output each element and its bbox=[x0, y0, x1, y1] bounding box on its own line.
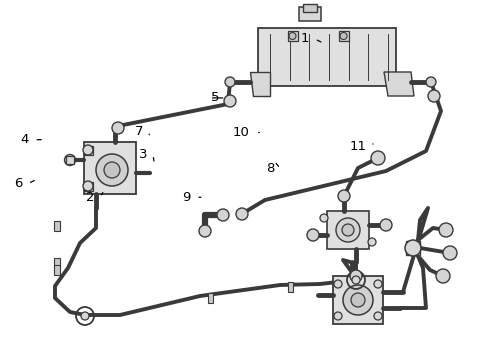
Circle shape bbox=[443, 246, 457, 260]
Circle shape bbox=[428, 90, 440, 102]
Text: 5: 5 bbox=[211, 91, 220, 104]
Bar bbox=[327, 211, 369, 249]
Text: 3: 3 bbox=[139, 148, 147, 161]
Circle shape bbox=[289, 32, 296, 40]
Text: 4: 4 bbox=[20, 133, 28, 146]
Circle shape bbox=[307, 229, 319, 241]
Circle shape bbox=[405, 240, 421, 256]
Bar bbox=[333, 276, 383, 324]
Text: 6: 6 bbox=[14, 177, 22, 190]
Circle shape bbox=[368, 238, 376, 246]
Bar bbox=[66, 156, 74, 164]
Circle shape bbox=[334, 280, 342, 288]
Text: 2: 2 bbox=[86, 191, 94, 204]
Circle shape bbox=[336, 218, 360, 242]
Text: 8: 8 bbox=[266, 162, 274, 175]
Bar bbox=[207, 293, 213, 303]
Bar bbox=[54, 221, 60, 231]
Circle shape bbox=[340, 32, 347, 40]
Circle shape bbox=[112, 122, 124, 134]
Text: 7: 7 bbox=[135, 125, 143, 138]
Bar bbox=[83, 181, 93, 190]
Bar bbox=[84, 142, 136, 194]
Circle shape bbox=[350, 270, 362, 282]
Circle shape bbox=[338, 190, 350, 202]
Text: 1: 1 bbox=[300, 32, 309, 45]
Circle shape bbox=[439, 223, 453, 237]
Circle shape bbox=[374, 312, 382, 320]
Circle shape bbox=[81, 312, 89, 320]
Circle shape bbox=[320, 214, 328, 222]
Circle shape bbox=[342, 224, 354, 236]
Polygon shape bbox=[250, 72, 270, 96]
Text: 9: 9 bbox=[182, 191, 190, 204]
Bar bbox=[299, 7, 321, 21]
Circle shape bbox=[436, 269, 450, 283]
Circle shape bbox=[351, 293, 365, 307]
Bar bbox=[83, 145, 93, 154]
Circle shape bbox=[426, 77, 436, 87]
Text: 11: 11 bbox=[349, 140, 367, 153]
Bar bbox=[258, 28, 396, 86]
Bar bbox=[406, 241, 420, 255]
Bar bbox=[339, 31, 348, 41]
Circle shape bbox=[380, 219, 392, 231]
Circle shape bbox=[236, 208, 248, 220]
Bar bbox=[303, 4, 318, 12]
Circle shape bbox=[374, 280, 382, 288]
Circle shape bbox=[352, 276, 360, 284]
Circle shape bbox=[96, 154, 128, 186]
Circle shape bbox=[371, 151, 385, 165]
Circle shape bbox=[217, 209, 229, 221]
Circle shape bbox=[65, 154, 75, 166]
Bar bbox=[54, 258, 60, 268]
Bar bbox=[288, 282, 293, 292]
Polygon shape bbox=[384, 72, 414, 96]
Circle shape bbox=[334, 312, 342, 320]
Bar bbox=[288, 31, 297, 41]
Circle shape bbox=[83, 181, 93, 191]
Circle shape bbox=[224, 95, 236, 107]
Circle shape bbox=[104, 162, 120, 178]
Circle shape bbox=[225, 77, 235, 87]
Text: 10: 10 bbox=[233, 126, 250, 139]
Circle shape bbox=[83, 145, 93, 155]
Circle shape bbox=[343, 285, 373, 315]
Circle shape bbox=[199, 225, 211, 237]
Bar bbox=[54, 265, 60, 275]
